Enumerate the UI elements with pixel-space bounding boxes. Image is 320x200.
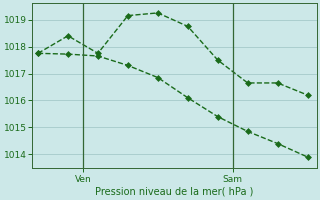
- X-axis label: Pression niveau de la mer( hPa ): Pression niveau de la mer( hPa ): [95, 187, 253, 197]
